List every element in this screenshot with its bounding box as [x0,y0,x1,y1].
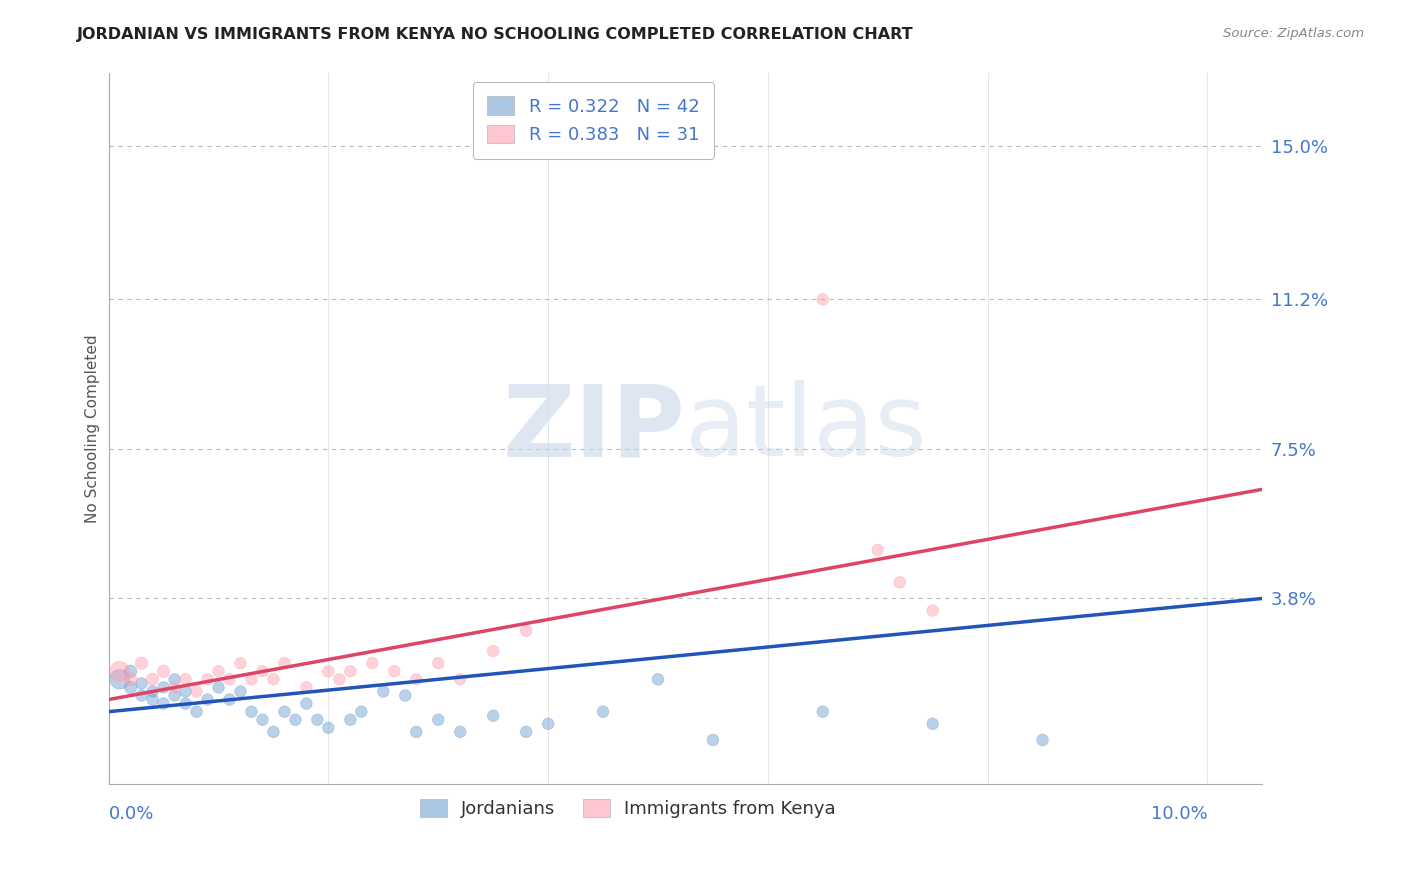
Point [427,656,450,670]
Point [197,692,219,706]
Point [284,713,307,727]
Point [262,724,284,739]
Point [240,705,263,719]
Point [350,705,373,719]
Point [405,724,427,739]
Point [889,575,911,590]
Point [427,713,450,727]
Point [186,705,208,719]
Text: Source: ZipAtlas.com: Source: ZipAtlas.com [1223,27,1364,40]
Point [537,716,560,731]
Point [186,684,208,698]
Point [229,684,252,698]
Point [142,673,165,687]
Point [218,692,240,706]
Point [252,665,274,679]
Point [811,293,834,307]
Text: ZIP: ZIP [502,380,686,477]
Point [120,665,142,679]
Point [295,697,318,711]
Point [262,673,284,687]
Point [361,656,384,670]
Point [449,724,471,739]
Point [142,692,165,706]
Point [229,656,252,670]
Point [252,713,274,727]
Point [307,713,329,727]
Point [174,697,197,711]
Point [339,713,361,727]
Legend: Jordanians, Immigrants from Kenya: Jordanians, Immigrants from Kenya [412,791,844,825]
Point [482,644,505,658]
Point [811,705,834,719]
Point [207,665,229,679]
Point [647,673,669,687]
Point [405,673,427,687]
Point [197,673,219,687]
Point [273,705,295,719]
Point [318,721,340,735]
Text: atlas: atlas [686,380,927,477]
Point [174,684,197,698]
Text: JORDANIAN VS IMMIGRANTS FROM KENYA NO SCHOOLING COMPLETED CORRELATION CHART: JORDANIAN VS IMMIGRANTS FROM KENYA NO SC… [77,27,914,42]
Point [131,656,153,670]
Point [515,624,537,638]
Point [382,665,405,679]
Point [921,604,943,618]
Point [921,716,943,731]
Point [866,543,889,558]
Point [142,684,165,698]
Text: 10.0%: 10.0% [1150,805,1208,822]
Point [163,689,186,703]
Point [207,681,229,695]
Point [163,673,186,687]
Point [108,673,131,687]
Point [240,673,263,687]
Point [592,705,614,719]
Point [339,665,361,679]
Text: 0.0%: 0.0% [108,805,155,822]
Point [482,708,505,723]
Point [131,689,153,703]
Y-axis label: No Schooling Completed: No Schooling Completed [86,334,100,523]
Point [1031,733,1053,747]
Point [273,656,295,670]
Point [394,689,416,703]
Point [120,673,142,687]
Point [218,673,240,687]
Point [131,676,153,690]
Point [120,681,142,695]
Point [108,665,131,679]
Point [702,733,724,747]
Point [515,724,537,739]
Point [152,681,174,695]
Point [174,673,197,687]
Point [152,697,174,711]
Point [318,665,340,679]
Point [328,673,350,687]
Point [449,673,471,687]
Point [373,684,395,698]
Point [152,665,174,679]
Point [295,681,318,695]
Point [163,681,186,695]
